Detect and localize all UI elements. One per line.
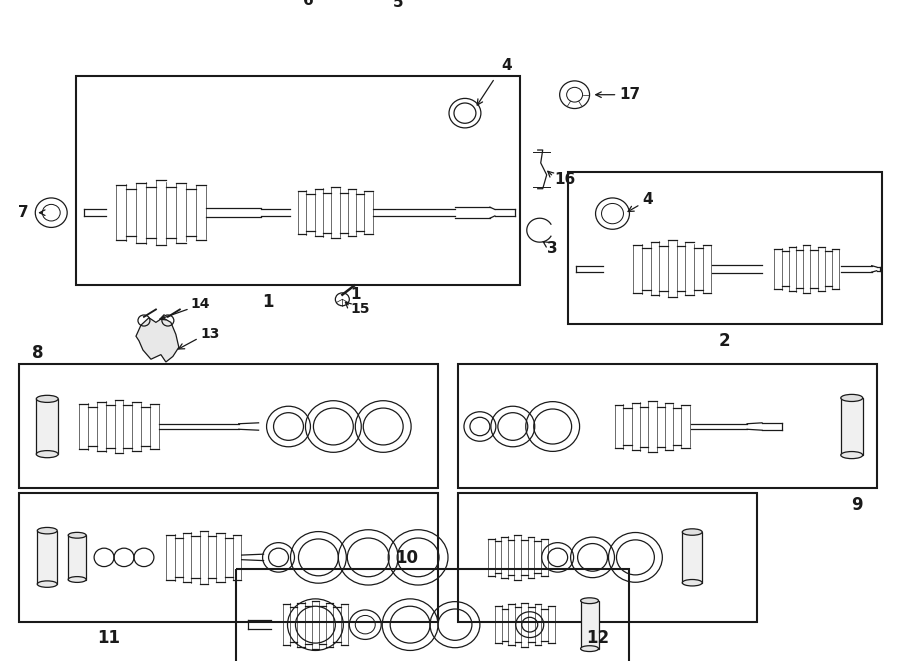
Bar <box>37 531 58 584</box>
Ellipse shape <box>841 395 863 401</box>
Bar <box>682 532 702 583</box>
Ellipse shape <box>580 598 598 604</box>
Text: 4: 4 <box>642 192 652 207</box>
Text: 4: 4 <box>501 58 512 73</box>
Ellipse shape <box>841 451 863 459</box>
Bar <box>580 600 598 649</box>
Bar <box>76 76 520 285</box>
Ellipse shape <box>68 577 86 583</box>
Text: 7: 7 <box>18 205 29 220</box>
Text: 16: 16 <box>554 172 576 187</box>
Text: 1: 1 <box>262 293 274 311</box>
Ellipse shape <box>36 451 58 457</box>
Bar <box>68 536 86 579</box>
Ellipse shape <box>682 579 702 586</box>
Ellipse shape <box>68 532 86 538</box>
Text: 2: 2 <box>718 332 730 350</box>
Bar <box>458 364 877 489</box>
Ellipse shape <box>580 645 598 651</box>
Polygon shape <box>271 1 308 34</box>
Text: 14: 14 <box>191 297 211 311</box>
Ellipse shape <box>682 529 702 536</box>
Bar <box>236 569 629 662</box>
Bar <box>19 364 438 489</box>
Bar <box>36 399 58 454</box>
Ellipse shape <box>37 528 58 534</box>
Text: 3: 3 <box>547 241 558 256</box>
Bar <box>841 398 863 455</box>
Text: 10: 10 <box>396 549 418 567</box>
Text: 11: 11 <box>97 630 121 647</box>
Text: 8: 8 <box>32 344 43 361</box>
Text: 13: 13 <box>201 327 220 342</box>
Ellipse shape <box>36 395 58 402</box>
Bar <box>458 493 757 622</box>
Bar <box>568 172 882 324</box>
Bar <box>19 493 438 622</box>
Polygon shape <box>136 318 179 362</box>
Text: 5: 5 <box>392 0 403 10</box>
Text: 9: 9 <box>850 496 862 514</box>
Text: 1: 1 <box>350 287 361 303</box>
Text: 6: 6 <box>303 0 314 8</box>
Text: 12: 12 <box>586 630 609 647</box>
Text: 17: 17 <box>619 87 641 102</box>
Ellipse shape <box>37 581 58 587</box>
Text: 15: 15 <box>350 301 370 316</box>
